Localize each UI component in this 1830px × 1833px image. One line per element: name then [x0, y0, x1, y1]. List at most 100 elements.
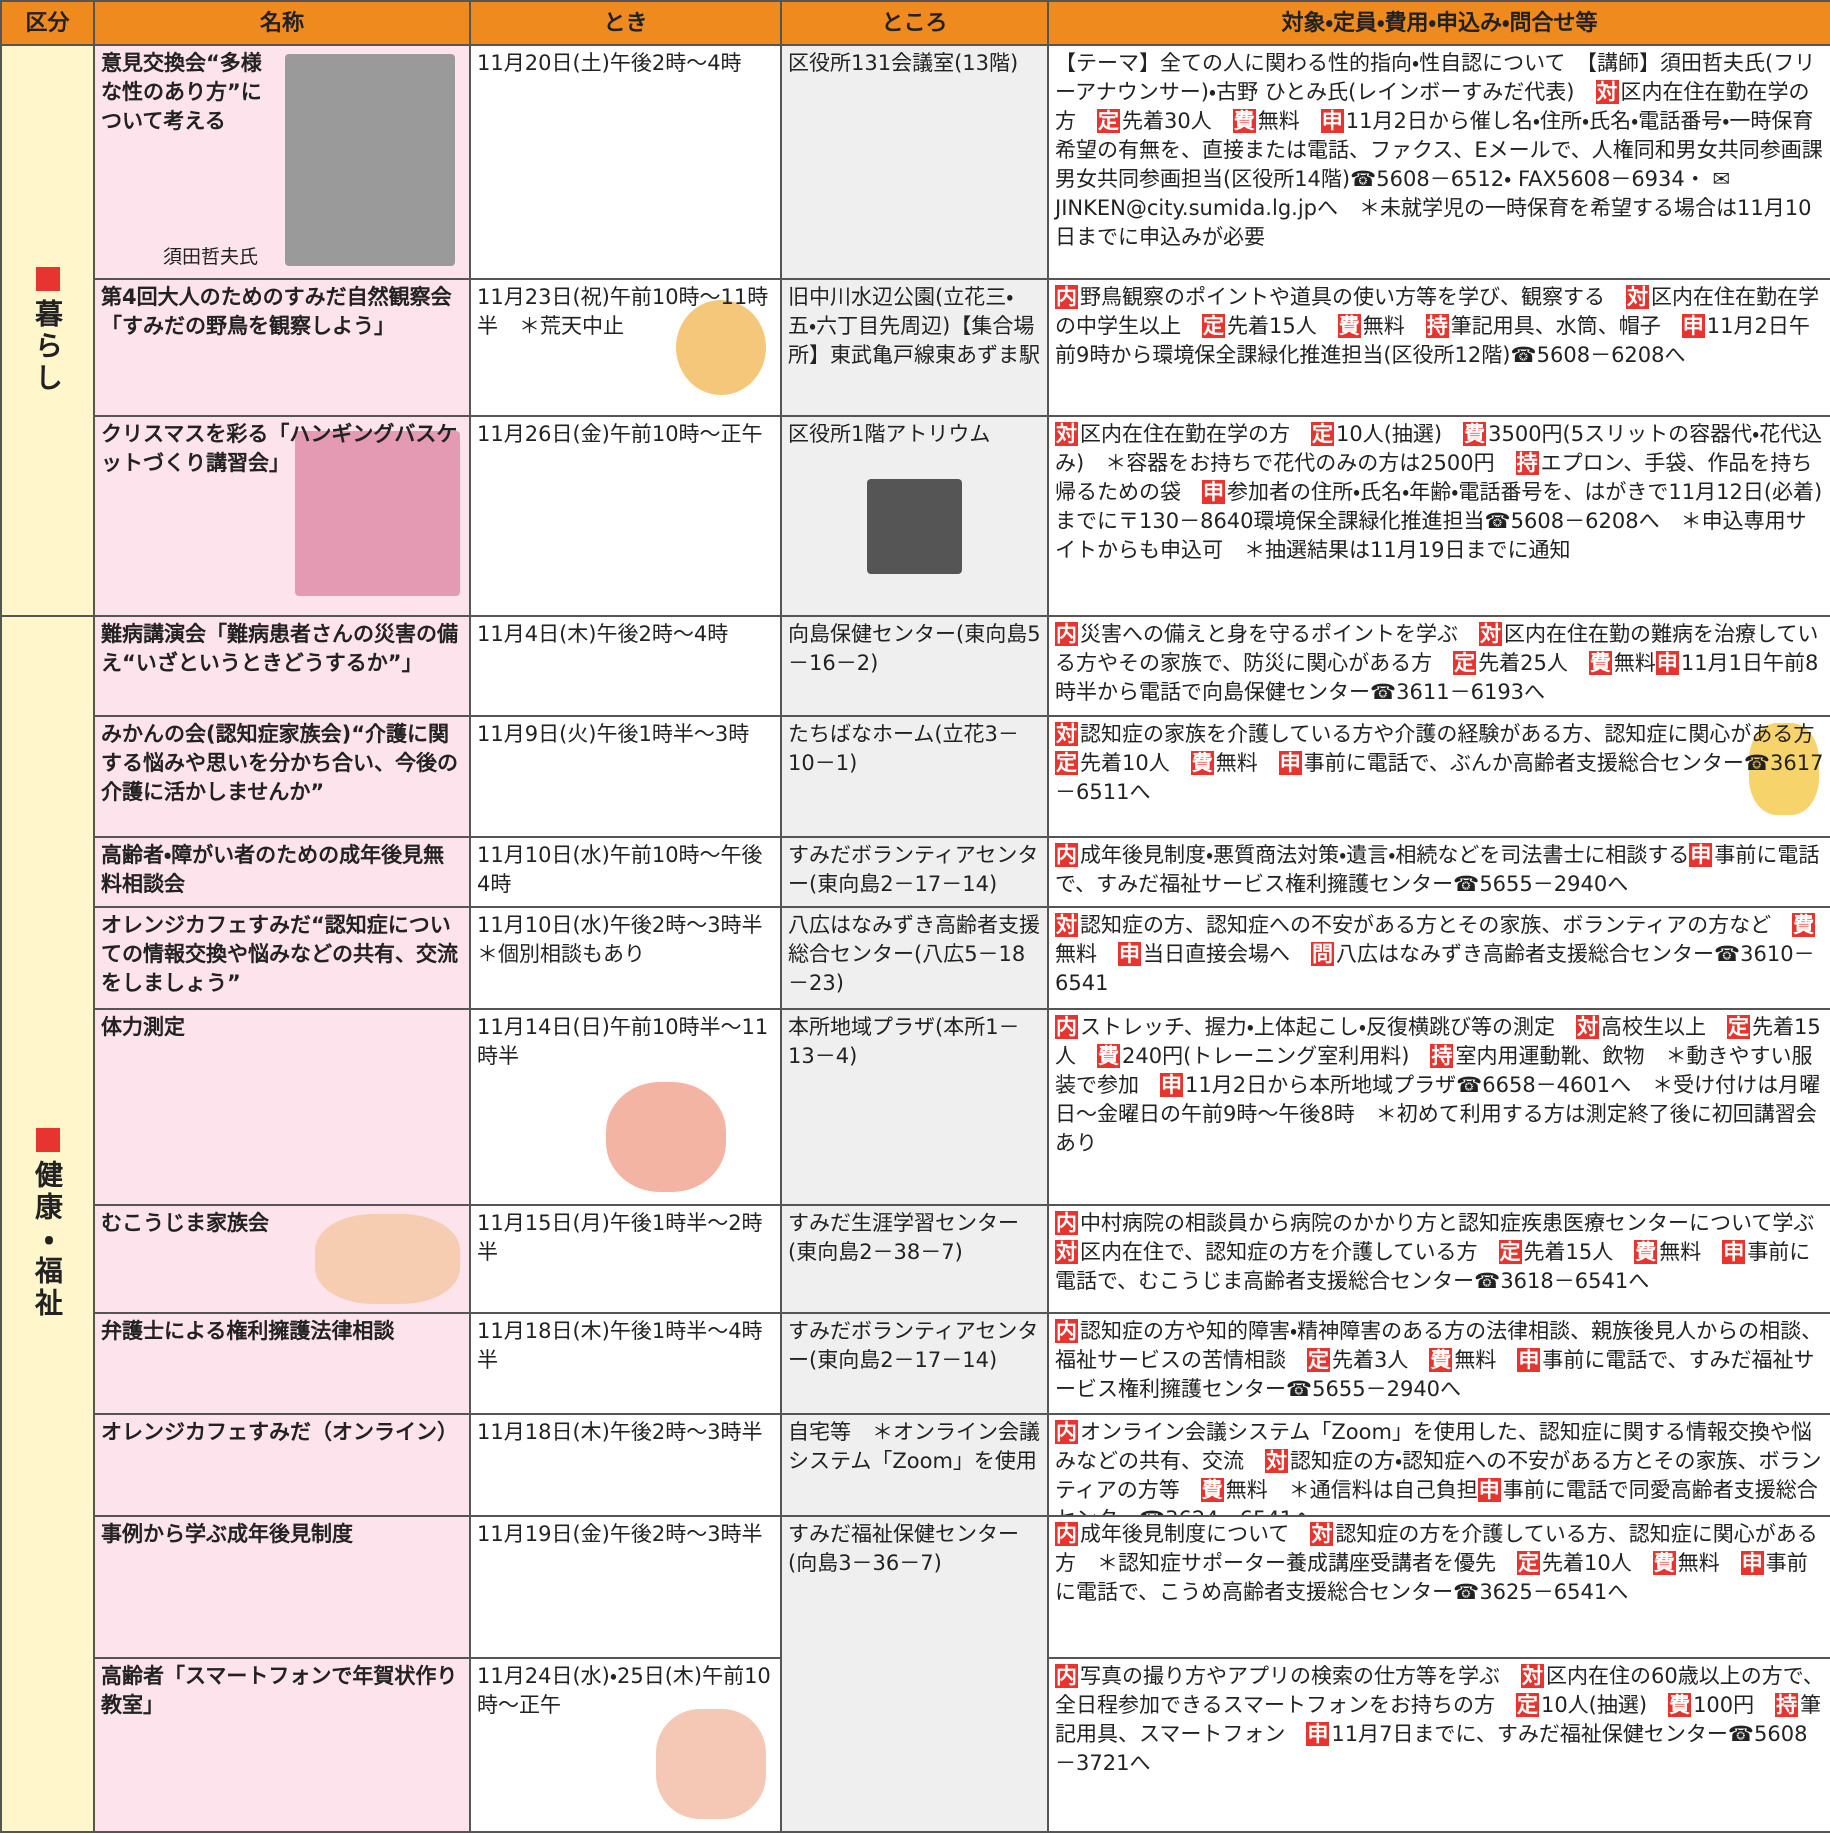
details-box: 内写真の撮り方やアプリの検索の仕方等を学ぶ 対区内在住の60歳以上の方で、全日程…: [1049, 1659, 1830, 1831]
item-text: 【テーマ】全ての人に関わる性的指向・性自認について 【講師】須田哲夫氏(フリーア…: [1055, 51, 1816, 104]
details-box: 対区内在住在勤在学の方 定 10人(抽選) 費 3500円(5スリットの容器代・花代…: [1049, 417, 1830, 615]
name-box: むこうじま家族会: [95, 1206, 469, 1312]
event-row: 健康・福祉 難病講演会「難病患者さんの災害の備え“いざというときどうするか”」 11…: [0, 615, 1830, 1833]
place-box: 区役所1階アトリウム: [782, 417, 1047, 615]
header-cell: 対象・定員・費用・申込み・問合せ等: [1047, 0, 1830, 46]
details-box: 内中村病院の相談員から病院のかかり方と認知症疾患医療センターについて学ぶ 対区内…: [1049, 1206, 1830, 1312]
event-time: 11月18日(木)午後2時～3時半: [477, 1420, 763, 1444]
item-marker: 内: [1055, 622, 1078, 646]
item-marker: 定: [1202, 314, 1225, 338]
details-box: 対認知症の家族を介護している方や介護の経験がある方、認知症に関心がある方 定先着…: [1049, 717, 1830, 836]
item-marker: 対: [1626, 285, 1649, 309]
illustration: [656, 1709, 766, 1819]
item-marker: 費: [1668, 1693, 1692, 1717]
details-box: 内成年後見制度について 対認知症の方を介護している方、認知症に関心がある方 ＊認…: [1049, 1517, 1830, 1657]
item-text: 11月1日午前8時半から電話で向島保健センター☎3611－6193へ: [1055, 651, 1819, 704]
item-marker: 定: [1727, 1015, 1751, 1039]
item-marker: 内: [1055, 285, 1078, 309]
item-marker: 費: [1200, 1478, 1224, 1502]
event-details: 内成年後見制度・悪質商法対策・遺言・相続などを司法書士に相談する申 事前に電話で、…: [1055, 841, 1824, 899]
name-box: 高齢者「スマートフォンで年賀状作り教室」: [95, 1659, 469, 1831]
event-name: 事例から学ぶ成年後見制度: [101, 1522, 353, 1546]
item-text: 先着15人: [1523, 1240, 1635, 1264]
item-text: 写真の撮り方やアプリの検索の仕方等を学ぶ: [1080, 1664, 1521, 1688]
item-text: 事前に電話で、すみだ福祉サービス権利擁護センター☎5655－2940へ: [1055, 1348, 1815, 1401]
item-marker: 内: [1055, 1015, 1078, 1039]
item-text: ストレッチ、握力・上体起こし・反復横跳び等の測定: [1080, 1015, 1577, 1039]
item-text: 無料: [1677, 1551, 1741, 1575]
item-marker: 費: [1190, 751, 1214, 775]
event-time: 11月10日(水)午前10時～午後4時: [477, 843, 763, 896]
time-cell: 11月24日(水)・25日(木)午前10時～正午: [469, 1657, 782, 1833]
illustration: [1749, 723, 1819, 815]
item-marker: 内: [1055, 1522, 1078, 1546]
item-text: 先着10人: [1080, 751, 1191, 775]
category-icon: [35, 266, 60, 291]
place-box: 本所地域プラザ(本所1－13－4): [782, 1010, 1047, 1204]
name-cell: むこうじま家族会: [93, 1204, 471, 1314]
name-box: みかんの会(認知症家族会)“介護に関する悩みや思いを分かち合い、今後の介護に活か…: [95, 717, 469, 836]
details-cell: 対区内在住在勤在学の方 定 10人(抽選) 費 3500円(5スリットの容器代・花代…: [1047, 415, 1830, 617]
item-marker: 申: [1278, 751, 1302, 775]
time-cell: 11月15日(月)午後1時半～2時半: [469, 1204, 782, 1314]
header-cell: 区分: [0, 0, 95, 46]
event-details: 対区内在住在勤在学の方 定 10人(抽選) 費 3500円(5スリットの容器代・花代…: [1055, 420, 1824, 565]
place-box: すみだ福祉保健センター(向島3－36－7): [782, 1517, 1047, 1829]
item-text: 無料: [1454, 1348, 1518, 1372]
event-details: 内野鳥観察のポイントや道具の使い方等を学び、観察する 対区内在住在勤在学の中学生…: [1055, 283, 1824, 370]
name-box: 事例から学ぶ成年後見制度: [95, 1517, 469, 1657]
event-row: オレンジカフェすみだ“認知症についての情報交換や悩みなどの共有、交流をしましょう…: [1, 906, 1830, 1010]
event-row: オレンジカフェすみだ（オンライン） 11月18日(木)午後2時～3時半 自宅等 ＊オ…: [1, 1413, 1830, 1517]
category-label: 健康・福祉: [31, 1160, 64, 1320]
event-row: 体力測定 11月14日(日)午前10時半～11時半 本所地域プラザ(本所1－13－4…: [1, 1008, 1830, 1206]
event-details: 【テーマ】全ての人に関わる性的指向・性自認について 【講師】須田哲夫氏(フリーア…: [1055, 49, 1824, 252]
details-cell: 内成年後見制度・悪質商法対策・遺言・相続などを司法書士に相談する申 事前に電話で、…: [1047, 836, 1830, 908]
item-marker: 内: [1055, 1211, 1078, 1235]
place-cell: 向島保健センター(東向島5－16－2): [780, 615, 1049, 717]
event-time: 11月23日(祝)午前10時～11時半 ＊荒天中止: [477, 285, 769, 338]
item-text: 認知症の方や知的障害・精神障害のある方の法律相談、親族後見人からの相談、福祉サー…: [1055, 1319, 1823, 1372]
event-row: クリスマスを彩る「ハンギングバスケットづくり講習会」 11月26日(金)午前10時…: [1, 415, 1830, 617]
event-place: すみだボランティアセンター(東向島2－17－14): [788, 843, 1039, 896]
place-cell: 区役所1階アトリウム: [780, 415, 1049, 617]
time-box: 11月10日(水)午後2時～3時半 ＊個別相談もあり: [471, 908, 780, 1008]
item-text: 認知症の方、認知症への不安がある方とその家族、ボランティアの方など: [1080, 913, 1793, 937]
place-cell: すみだボランティアセンター(東向島2－17－14): [780, 1312, 1049, 1415]
item-marker: 問: [1311, 942, 1334, 966]
event-row: 事例から学ぶ成年後見制度 11月19日(金)午後2時～3時半 すみだ福祉保健センター…: [1, 1515, 1830, 1833]
name-cell: オレンジカフェすみだ（オンライン）: [93, 1413, 471, 1517]
details-cell: 対認知症の家族を介護している方や介護の経験がある方、認知症に関心がある方 定先着…: [1047, 715, 1830, 838]
details-box: 内成年後見制度・悪質商法対策・遺言・相続などを司法書士に相談する申 事前に電話で、…: [1049, 838, 1830, 906]
photo-caption: 須田哲夫氏: [163, 246, 259, 268]
event-details: 内写真の撮り方やアプリの検索の仕方等を学ぶ 対区内在住の60歳以上の方で、全日程…: [1055, 1662, 1824, 1778]
details-cell: 内成年後見制度について 対認知症の方を介護している方、認知症に関心がある方 ＊認…: [1047, 1515, 1830, 1659]
place-box: すみだ生涯学習センター(東向島2－38－7): [782, 1206, 1047, 1312]
item-marker: 申: [1655, 651, 1679, 675]
item-marker: 費: [1232, 109, 1256, 133]
place-cell: 本所地域プラザ(本所1－13－4): [780, 1008, 1049, 1206]
event-place: 区役所131会議室(13階): [788, 51, 1019, 75]
item-marker: 費: [1588, 651, 1612, 675]
name-cell: 事例から学ぶ成年後見制度: [93, 1515, 471, 1659]
place-box: すみだボランティアセンター(東向島2－17－14): [782, 838, 1047, 906]
time-cell: 11月14日(日)午前10時半～11時半: [469, 1008, 782, 1206]
category-cell: 暮らし: [0, 44, 95, 617]
header-row: 区分 名称 とき ところ 対象・定員・費用・申込み・問合せ等: [0, 0, 1830, 46]
item-text: 無料: [1055, 942, 1118, 966]
category: 暮らし: [2, 266, 93, 395]
name-box: 体力測定: [95, 1010, 469, 1204]
item-text: 先着15人: [1055, 1015, 1821, 1068]
details-cell: 内写真の撮り方やアプリの検索の仕方等を学ぶ 対区内在住の60歳以上の方で、全日程…: [1047, 1657, 1830, 1833]
name-box: 高齢者・障がい者のための成年後見無料相談会: [95, 838, 469, 906]
item-marker: 申: [1202, 480, 1225, 504]
details-cell: 内ストレッチ、握力・上体起こし・反復横跳び等の測定 対高校生以上 定先着15人 …: [1047, 1008, 1830, 1206]
item-text: 無料: [1613, 651, 1656, 675]
place-cell: 八広はなみずき高齢者支援総合センター(八広5－18－23): [780, 906, 1049, 1010]
item-text: 認知症の家族を介護している方や介護の経験がある方、認知症に関心がある方: [1080, 722, 1815, 746]
item-marker: 対: [1055, 913, 1078, 937]
item-marker: 持: [1430, 1044, 1454, 1068]
event-place: 向島保健センター(東向島5－16－2): [788, 622, 1041, 675]
place-box: 旧中川水辺公園(立花三・五・六丁目先周辺)【集合場所】東武亀戸線東あずま駅: [782, 280, 1047, 415]
